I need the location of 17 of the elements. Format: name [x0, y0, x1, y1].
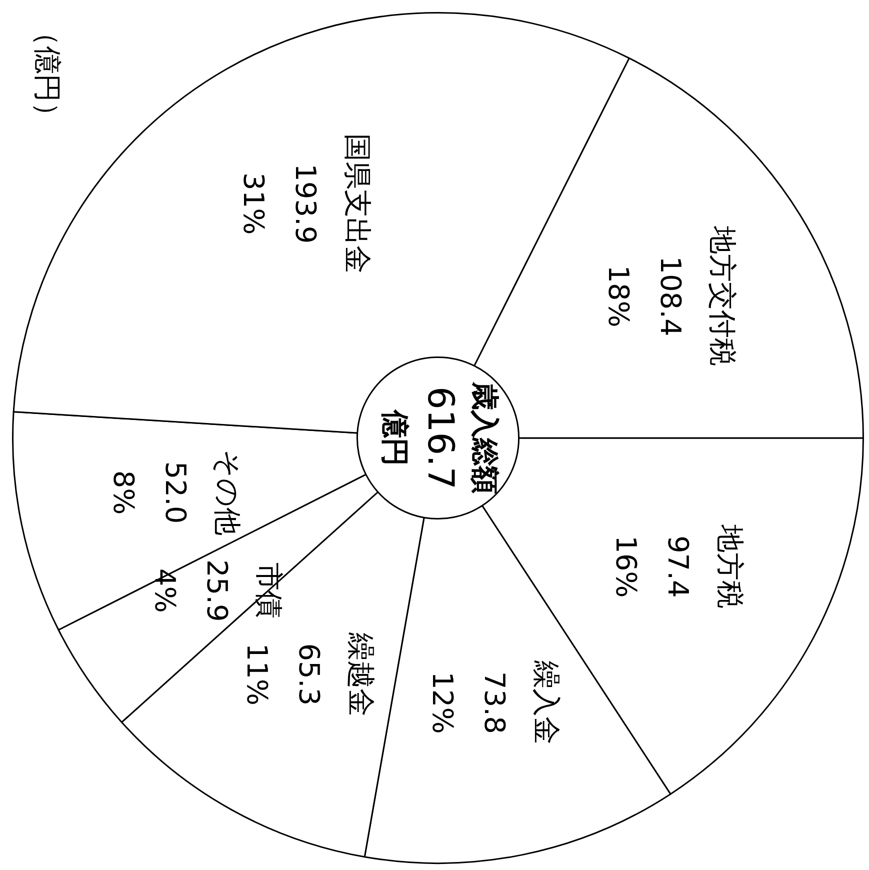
data-label: 73.8 12% [426, 672, 512, 734]
data-label: 52.0 8% [107, 461, 192, 524]
text: （億円） [30, 18, 65, 130]
text: 616.7 億円 [378, 386, 461, 490]
data-label: 97.4 16% [609, 535, 694, 598]
slice-label: 市債 [252, 562, 286, 619]
slice-label: 繰越金 [344, 631, 378, 716]
data-label: 108.4 18% [602, 256, 687, 336]
slice-label: その他 [211, 450, 244, 536]
data-label: 65.3 11% [240, 643, 326, 706]
slice-label: 地方税 [713, 524, 746, 609]
slice-label: 国県支出金 [341, 134, 374, 274]
text: 歳入総額 [468, 381, 502, 494]
data-label: 25.9 4% [148, 559, 234, 622]
slice-label: 地方交付税 [706, 225, 739, 366]
data-label: 193.9 31% [237, 164, 322, 244]
slice-label: 繰入金 [530, 660, 564, 745]
